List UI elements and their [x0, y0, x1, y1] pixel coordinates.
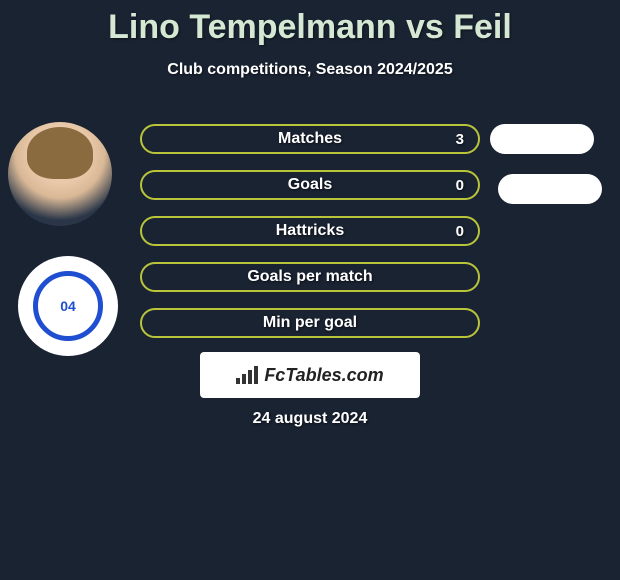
page-title: Lino Tempelmann vs Feil	[0, 0, 620, 47]
stat-row: Goals per match	[140, 262, 480, 292]
player-avatar	[8, 122, 112, 226]
stat-value: 3	[456, 131, 464, 148]
stat-row: Goals0	[140, 170, 480, 200]
club-badge-inner: 04	[33, 271, 103, 341]
chart-icon	[236, 366, 258, 384]
stat-row: Matches3	[140, 124, 480, 154]
comparison-pill	[498, 174, 602, 204]
comparison-pill	[490, 124, 594, 154]
stat-row: Min per goal	[140, 308, 480, 338]
stat-row: Hattricks0	[140, 216, 480, 246]
stat-label: Goals per match	[142, 268, 478, 286]
stat-label: Min per goal	[142, 314, 478, 332]
date-text: 24 august 2024	[0, 410, 620, 428]
stat-value: 0	[456, 223, 464, 240]
stats-list: Matches3Goals0Hattricks0Goals per matchM…	[140, 124, 480, 354]
club-badge: 04	[18, 256, 118, 356]
brand-text: FcTables.com	[264, 365, 383, 386]
stat-label: Matches	[142, 130, 478, 148]
page-subtitle: Club competitions, Season 2024/2025	[0, 61, 620, 79]
brand-box: FcTables.com	[200, 352, 420, 398]
stat-label: Goals	[142, 176, 478, 194]
stat-label: Hattricks	[142, 222, 478, 240]
stat-value: 0	[456, 177, 464, 194]
